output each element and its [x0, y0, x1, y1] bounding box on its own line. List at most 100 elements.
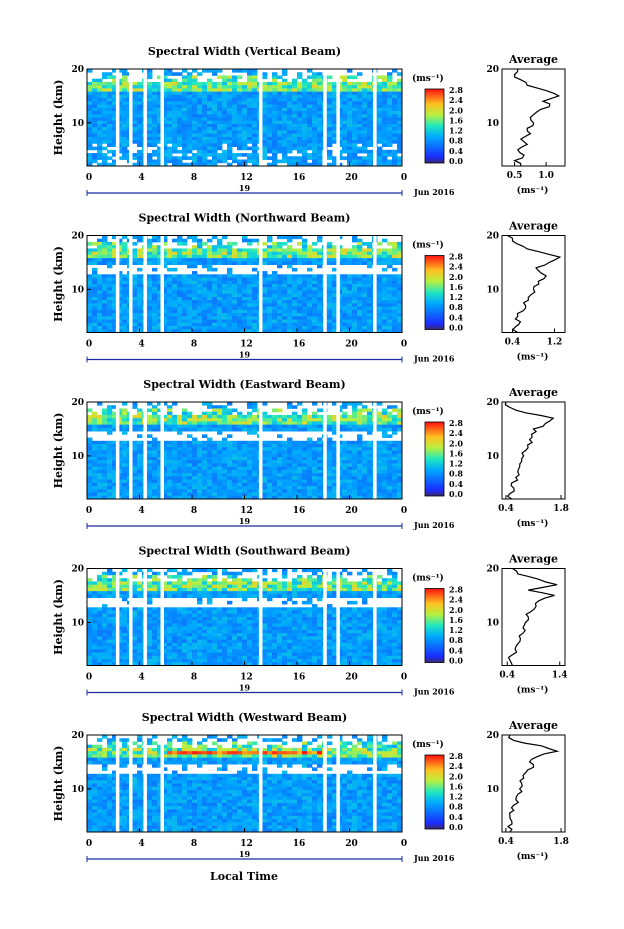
x-tick-label: 16: [293, 173, 306, 183]
heatmap-cell: [162, 473, 168, 477]
heatmap-cell: [237, 143, 243, 147]
heatmap-cell: [252, 120, 258, 125]
heatmap-cell: [392, 261, 398, 265]
heatmap-cell: [227, 402, 233, 406]
heatmap-cell: [307, 473, 313, 477]
heatmap-cell: [112, 111, 118, 115]
heatmap-cell: [312, 418, 318, 422]
heatmap-cell: [342, 489, 348, 493]
heatmap-cell: [242, 280, 248, 285]
heatmap-cell: [332, 306, 338, 311]
heatmap-cell: [352, 460, 358, 464]
heatmap-cell: [212, 296, 218, 301]
heatmap-cell: [377, 476, 383, 480]
heatmap-cell: [97, 136, 103, 141]
heatmap-cell: [97, 261, 103, 265]
heatmap-cell: [87, 293, 93, 298]
heatmap-cell: [227, 306, 233, 311]
heatmap-cell: [272, 306, 278, 311]
heatmap-cell: [202, 476, 208, 480]
heatmap-cell: [202, 251, 208, 256]
heatmap-cell: [197, 492, 203, 497]
heatmap-cell: [227, 319, 233, 324]
heatmap-cell: [347, 424, 353, 429]
heatmap-cell: [177, 495, 183, 500]
heatmap-cell: [327, 241, 333, 246]
heatmap-cell: [277, 241, 283, 246]
heatmap-cell: [347, 316, 353, 320]
heatmap-cell: [317, 319, 323, 324]
heatmap-cell: [102, 162, 108, 167]
heatmap-cell: [132, 284, 138, 288]
heatmap-cell: [277, 133, 283, 138]
heatmap-cell: [357, 287, 363, 291]
heatmap-cell: [267, 146, 273, 151]
heatmap-cell: [297, 495, 303, 500]
heatmap-cell: [242, 69, 248, 73]
heatmap-cell: [247, 473, 253, 477]
heatmap-cell: [102, 117, 108, 122]
heatmap-cell: [362, 91, 368, 96]
heatmap-cell: [242, 101, 248, 105]
heatmap-cell: [152, 437, 158, 442]
heatmap-cell: [192, 238, 198, 243]
heatmap-cell: [397, 117, 403, 122]
heatmap-cell: [362, 94, 368, 99]
heatmap-cell: [167, 107, 173, 112]
heatmap-cell: [192, 153, 198, 157]
heatmap-cell: [107, 264, 113, 269]
heatmap-cell: [272, 313, 278, 317]
heatmap-cell: [302, 300, 308, 304]
heatmap-cell: [342, 303, 348, 308]
heatmap-cell: [302, 261, 308, 265]
heatmap-cell: [197, 287, 203, 291]
heatmap-cell: [237, 309, 243, 314]
heatmap-cell: [302, 146, 308, 151]
heatmap-cell: [237, 411, 243, 416]
heatmap-cell: [172, 123, 178, 128]
heatmap-cell: [232, 466, 238, 471]
heatmap-cell: [237, 473, 243, 477]
heatmap-cell: [267, 414, 273, 419]
heatmap-cell: [182, 440, 188, 445]
heatmap-cell: [87, 316, 93, 320]
heatmap-cell: [227, 107, 233, 112]
heatmap-cell: [232, 492, 238, 497]
heatmap-cell: [347, 98, 353, 102]
heatmap-cell: [332, 251, 338, 256]
heatmap-cell: [187, 81, 193, 86]
heatmap-cell: [157, 486, 163, 490]
heatmap-cell: [217, 421, 223, 426]
heatmap-cell: [237, 123, 243, 128]
heatmap-cell: [147, 88, 153, 93]
heatmap-cell: [107, 277, 113, 282]
heatmap-cell: [132, 153, 138, 157]
heatmap-cell: [232, 303, 238, 308]
heatmap-cell: [207, 444, 213, 448]
heatmap-cell: [167, 159, 173, 164]
heatmap-cell: [152, 495, 158, 500]
heatmap-cell: [282, 466, 288, 471]
heatmap-cell: [107, 287, 113, 291]
heatmap-cell: [217, 405, 223, 409]
heatmap-cell: [167, 156, 173, 160]
heatmap-cell: [197, 238, 203, 243]
heatmap-cell: [157, 306, 163, 311]
heatmap-cell: [112, 123, 118, 128]
heatmap-cell: [387, 254, 393, 259]
heatmap-cell: [137, 111, 143, 115]
heatmap-cell: [162, 280, 168, 285]
heatmap-cell: [302, 149, 308, 154]
heatmap-cell: [102, 258, 108, 262]
heatmap-cell: [87, 153, 93, 157]
heatmap-cell: [352, 133, 358, 138]
heatmap-cell: [102, 322, 108, 327]
heatmap-cell: [157, 444, 163, 448]
heatmap-cell: [162, 120, 168, 125]
heatmap-cell: [147, 98, 153, 102]
heatmap-cell: [97, 245, 103, 249]
heatmap-cell: [222, 101, 228, 105]
heatmap-cell: [362, 156, 368, 160]
heatmap-cell: [87, 418, 93, 422]
heatmap-cell: [332, 130, 338, 135]
